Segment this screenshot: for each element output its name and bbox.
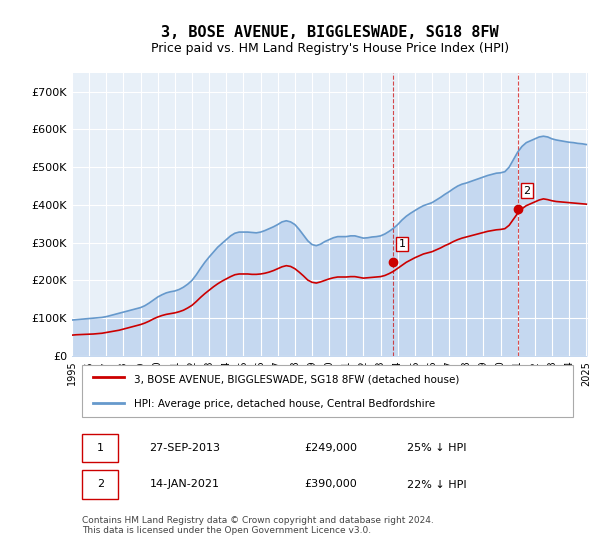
FancyBboxPatch shape xyxy=(82,365,572,417)
Text: 1: 1 xyxy=(398,239,406,249)
Text: 2: 2 xyxy=(97,479,104,489)
Text: HPI: Average price, detached house, Central Bedfordshire: HPI: Average price, detached house, Cent… xyxy=(134,399,435,409)
Text: 3, BOSE AVENUE, BIGGLESWADE, SG18 8FW: 3, BOSE AVENUE, BIGGLESWADE, SG18 8FW xyxy=(161,25,499,40)
Text: Price paid vs. HM Land Registry's House Price Index (HPI): Price paid vs. HM Land Registry's House … xyxy=(151,42,509,55)
Text: 22% ↓ HPI: 22% ↓ HPI xyxy=(407,479,467,489)
Text: £390,000: £390,000 xyxy=(304,479,357,489)
FancyBboxPatch shape xyxy=(82,470,118,498)
Text: Contains HM Land Registry data © Crown copyright and database right 2024.
This d: Contains HM Land Registry data © Crown c… xyxy=(82,516,434,535)
Text: 25% ↓ HPI: 25% ↓ HPI xyxy=(407,443,467,453)
Text: 27-SEP-2013: 27-SEP-2013 xyxy=(149,443,220,453)
Text: 3, BOSE AVENUE, BIGGLESWADE, SG18 8FW (detached house): 3, BOSE AVENUE, BIGGLESWADE, SG18 8FW (d… xyxy=(134,374,459,384)
Text: 1: 1 xyxy=(97,443,104,453)
FancyBboxPatch shape xyxy=(82,434,118,462)
Text: £249,000: £249,000 xyxy=(304,443,357,453)
Text: 14-JAN-2021: 14-JAN-2021 xyxy=(149,479,220,489)
Text: 2: 2 xyxy=(524,185,530,195)
